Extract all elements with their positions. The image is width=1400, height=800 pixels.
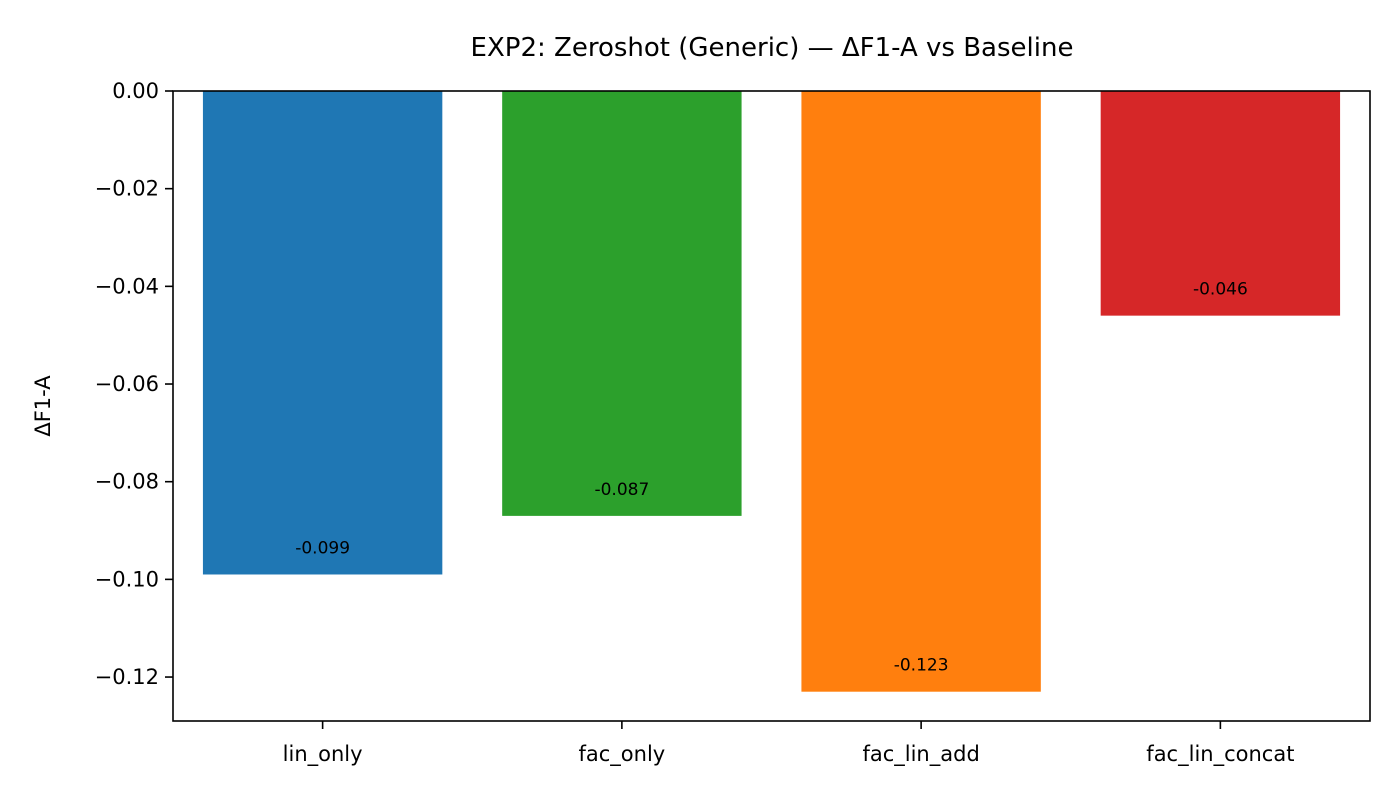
y-axis-label: ΔF1-A [31, 375, 55, 437]
data-labels-group: -0.099 -0.087 -0.123 -0.046 [295, 280, 1248, 676]
chart-title: EXP2: Zeroshot (Generic) — ΔF1-A vs Base… [471, 33, 1074, 63]
data-label-fac_only: -0.087 [594, 480, 649, 500]
data-label-fac_lin_concat: -0.046 [1193, 280, 1248, 300]
data-label-fac_lin_add: -0.123 [894, 656, 949, 676]
x-tick-label-fac_lin_concat: fac_lin_concat [1146, 742, 1294, 767]
bar-fac_lin_add [801, 91, 1041, 692]
y-tick-label: −0.12 [95, 665, 159, 689]
x-tick-label-fac_lin_add: fac_lin_add [862, 742, 979, 767]
bar-lin_only [202, 91, 443, 575]
bar-fac_only [502, 91, 742, 516]
y-tick-label: −0.10 [95, 567, 159, 591]
x-axis: lin_only fac_only fac_lin_add fac_lin_conca… [283, 721, 1294, 767]
bars-group [202, 91, 1341, 692]
y-tick-label: −0.02 [95, 177, 159, 201]
bar-fac_lin_concat [1100, 91, 1341, 316]
y-tick-label: −0.08 [95, 470, 159, 494]
y-tick-label: 0.00 [112, 79, 159, 103]
y-axis: 0.00 −0.02 −0.04 −0.06 −0.08 −0.10 −0.12 [95, 79, 173, 689]
x-tick-label-fac_only: fac_only [579, 742, 666, 767]
x-tick-label-lin_only: lin_only [283, 742, 363, 767]
plot-frame [172, 90, 1371, 722]
y-tick-label: −0.04 [95, 274, 159, 298]
data-label-lin_only: -0.099 [295, 538, 350, 558]
y-tick-label: −0.06 [95, 372, 159, 396]
